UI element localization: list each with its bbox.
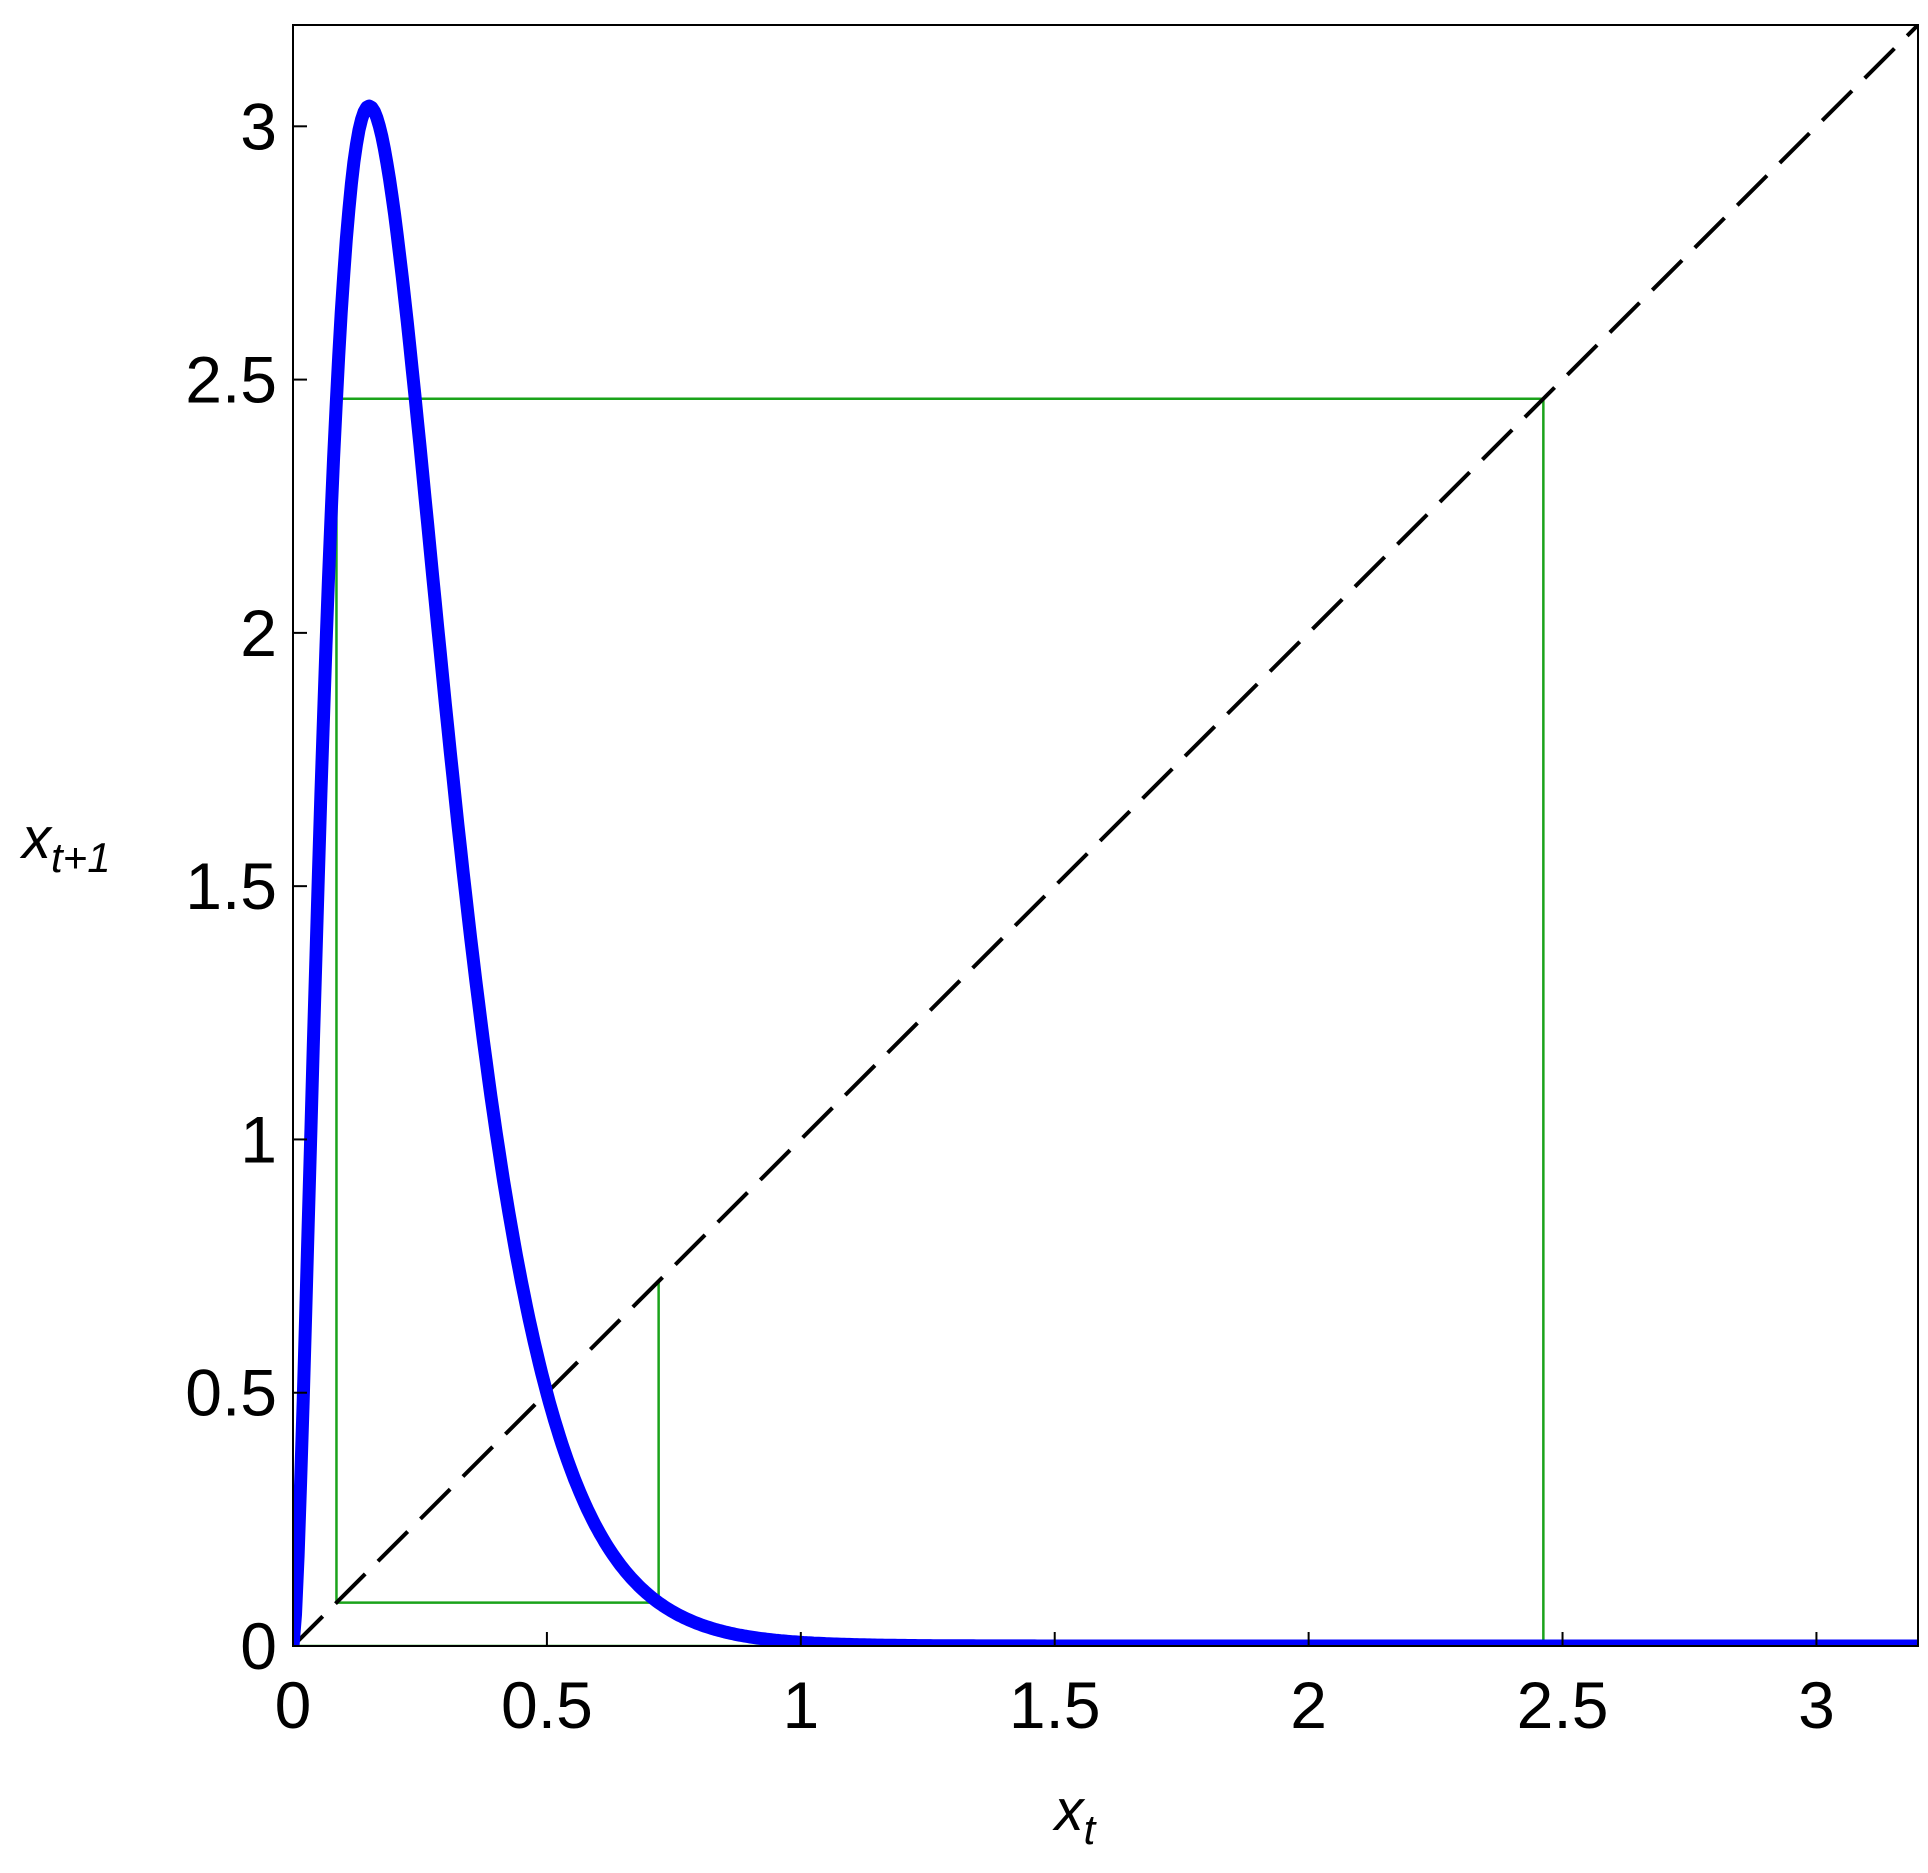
x-tick-label: 1.5 — [1009, 1668, 1101, 1742]
y-tick-label: 1 — [240, 1102, 277, 1176]
y-axis-label-base: x — [19, 806, 53, 871]
x-tick-label: 3 — [1798, 1668, 1835, 1742]
plot-area — [293, 25, 1918, 1646]
x-axis-label-base: x — [1052, 1778, 1086, 1843]
y-tick-label: 3 — [240, 89, 277, 163]
y-tick-label: 1.5 — [185, 849, 277, 923]
tick-labels: 0 0.5 1 1.5 2 2.5 3 0 0.5 1 1.5 2 2.5 3 — [185, 89, 1835, 1742]
y-axis-label-sub: t+1 — [51, 834, 111, 881]
x-tick-label: 2.5 — [1517, 1668, 1609, 1742]
identity-diagonal-line — [293, 25, 1918, 1646]
y-tick-label: 0.5 — [185, 1356, 277, 1430]
plot-frame — [292, 24, 1919, 1647]
y-tick-label: 2 — [240, 596, 277, 670]
cobweb-series — [293, 397, 1545, 1646]
x-tick-label: 0 — [275, 1668, 312, 1742]
map-curve — [293, 99, 1918, 1646]
x-tick-label: 2 — [1290, 1668, 1327, 1742]
x-axis-label-sub: t — [1084, 1806, 1098, 1853]
y-axis-label: xt+1 — [19, 806, 111, 881]
y-tick-label: 2.5 — [185, 343, 277, 417]
x-tick-label: 1 — [782, 1668, 819, 1742]
x-axis-label: xt — [1052, 1778, 1098, 1853]
x-tick-label: 0.5 — [501, 1668, 593, 1742]
y-tick-label: 0 — [240, 1609, 277, 1683]
